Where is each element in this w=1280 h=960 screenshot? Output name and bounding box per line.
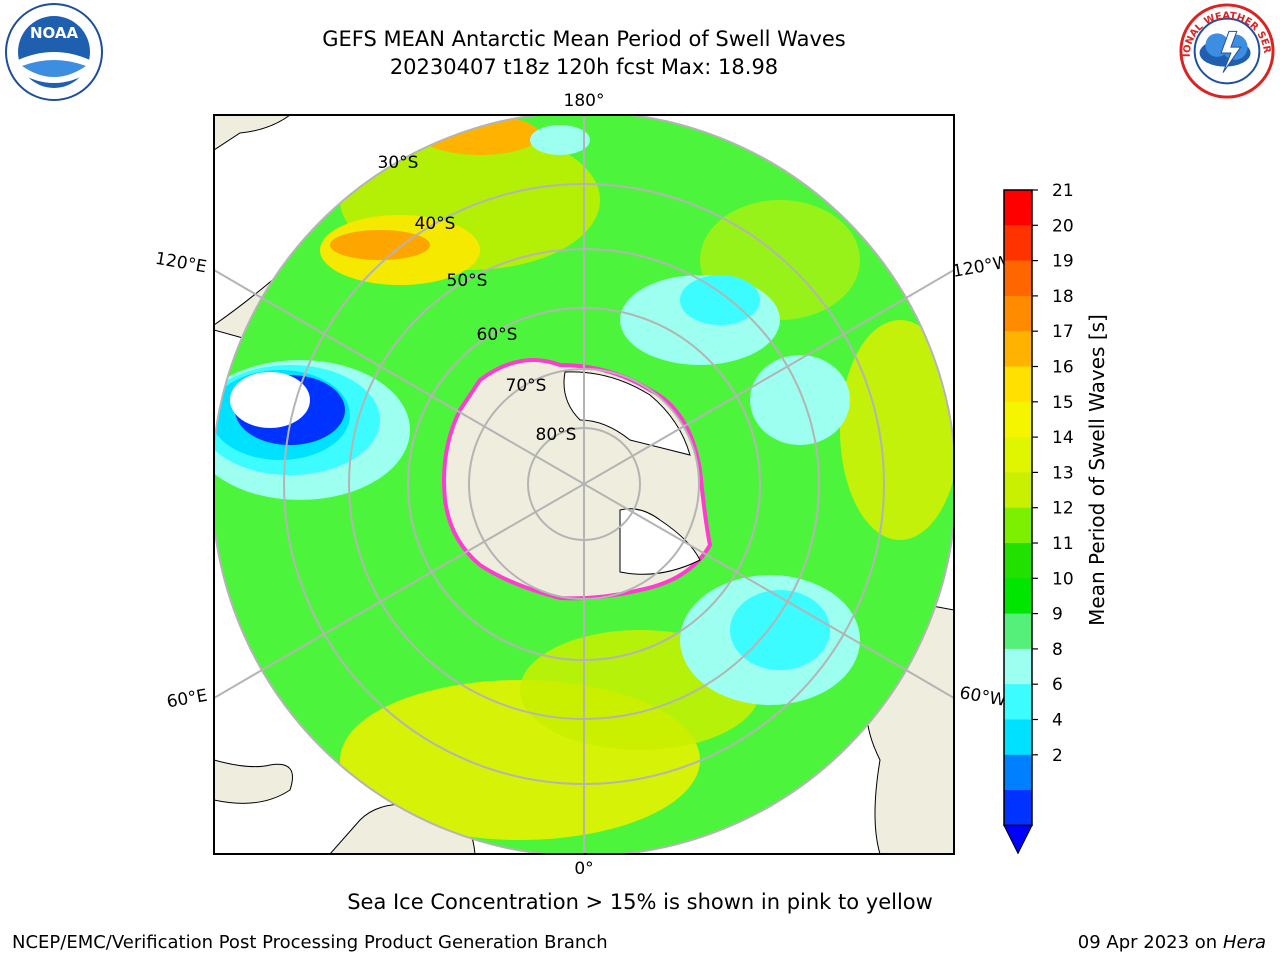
colorbar-tick-label: 12 (1052, 499, 1074, 519)
colorbar-segment (1004, 437, 1032, 473)
lon-label-60w: 60°W (958, 683, 1008, 711)
lon-label-120e: 120°E (154, 249, 208, 278)
colorbar-label: Mean Period of Swell Waves [s] (1085, 314, 1109, 626)
lat-label-40s: 40°S (415, 214, 456, 234)
colorbar-tick-label: 14 (1052, 428, 1074, 448)
colorbar-segment (1004, 790, 1032, 826)
colorbar-segment (1004, 719, 1032, 756)
lat-label-60s: 60°S (477, 325, 518, 345)
nws-logo-icon: NATIONAL WEATHER SERVICE (1178, 2, 1275, 99)
map-panel (214, 115, 954, 854)
colorbar: 21 20 19 18 17 16 15 14 13 12 11 10 9 8 6 4 2 (1003, 181, 1074, 855)
colorbar-segment (1004, 754, 1032, 791)
colorbar-segment (1004, 190, 1032, 226)
colorbar-tick-label: 2 (1052, 746, 1063, 766)
footer-date-text: 09 Apr 2023 on (1077, 932, 1223, 953)
colorbar-tick-label: 15 (1052, 393, 1074, 413)
colorbar-segment (1004, 295, 1032, 332)
map-frame (213, 114, 955, 855)
colorbar-tick-label: 19 (1052, 252, 1074, 272)
chart-subtitle: 20230407 t18z 120h fcst Max: 18.98 (389, 55, 779, 79)
colorbar-tick-label: 13 (1052, 463, 1074, 483)
chart-title: GEFS MEAN Antarctic Mean Period of Swell… (322, 27, 846, 51)
lat-label-80s: 80°S (536, 425, 577, 445)
colorbar-tick-label: 10 (1052, 569, 1074, 589)
colorbar-tick-label: 4 (1052, 711, 1063, 731)
colorbar-segment (1004, 648, 1032, 685)
colorbar-segment (1004, 543, 1032, 579)
footer-host: Hera (1222, 932, 1266, 953)
noaa-logo-text: NOAA (30, 24, 79, 42)
graticule (214, 115, 954, 854)
colorbar-segment (1004, 401, 1032, 438)
colorbar-segment (1004, 260, 1032, 297)
colorbar-segment (1004, 578, 1032, 615)
weddell-ice-shelf (619, 508, 701, 575)
lon-label-0: 0° (574, 859, 593, 879)
colorbar-segment (1004, 225, 1032, 262)
lat-label-30s: 30°S (378, 153, 419, 173)
lon-label-180: 180° (564, 91, 605, 111)
colorbar-tick-label: 9 (1052, 605, 1063, 625)
colorbar-segment (1004, 613, 1032, 650)
lat-label-70s: 70°S (506, 376, 547, 396)
footer-date: 09 Apr 2023 on Hera (1078, 932, 1266, 953)
lon-label-120w: 120°W (951, 252, 1012, 282)
colorbar-segment (1004, 507, 1032, 544)
lat-label-50s: 50°S (447, 271, 488, 291)
colorbar-tick-label: 11 (1052, 534, 1074, 554)
footer-credit: NCEP/EMC/Verification Post Processing Pr… (12, 932, 608, 953)
colorbar-tick-label: 6 (1052, 675, 1063, 695)
colorbar-segment (1004, 472, 1032, 509)
colorbar-segment (1004, 366, 1032, 403)
colorbar-segment (1004, 331, 1032, 367)
lon-label-60e: 60°E (165, 686, 209, 713)
colorbar-tick-label: 20 (1052, 216, 1074, 236)
colorbar-extend-arrow (1003, 824, 1033, 855)
colorbar-tick-label: 16 (1052, 358, 1074, 378)
sea-ice-caption: Sea Ice Concentration > 15% is shown in … (347, 890, 933, 914)
noaa-logo-icon: NOAA (5, 3, 103, 101)
colorbar-tick-label: 21 (1052, 181, 1074, 201)
colorbar-segment (1004, 684, 1032, 720)
colorbar-tick-label: 18 (1052, 287, 1074, 307)
ross-ice-shelf (563, 371, 691, 456)
colorbar-tick-label: 17 (1052, 322, 1074, 342)
colorbar-tick-label: 8 (1052, 640, 1063, 660)
